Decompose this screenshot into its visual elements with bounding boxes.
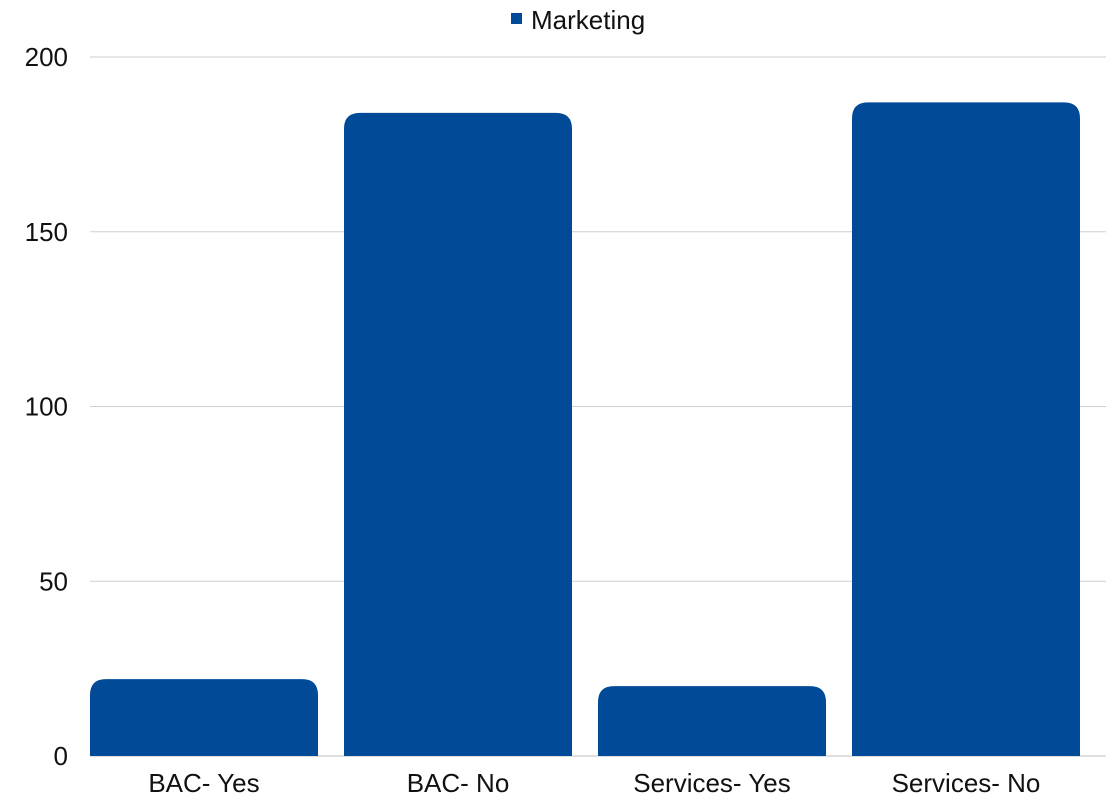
legend-swatch-marketing	[511, 13, 522, 24]
x-tick-label: Services- Yes	[633, 768, 791, 798]
x-tick-label: BAC- Yes	[148, 768, 259, 798]
bars	[90, 102, 1080, 757]
y-tick-label: 200	[25, 42, 68, 72]
y-tick-label: 0	[54, 741, 68, 771]
x-tick-label: BAC- No	[407, 768, 510, 798]
bar-bac-no	[344, 112, 572, 757]
legend: Marketing	[511, 5, 645, 35]
x-axis-tick-labels: BAC- Yes BAC- No Services- Yes Services- No	[148, 768, 1040, 798]
x-tick-label: Services- No	[892, 768, 1041, 798]
y-tick-label: 150	[25, 217, 68, 247]
bar-services-no	[852, 102, 1080, 756]
bar-bac-yes	[90, 679, 318, 756]
legend-label-marketing: Marketing	[531, 5, 645, 35]
y-tick-label: 100	[25, 392, 68, 422]
y-tick-label: 50	[39, 566, 68, 596]
bar-services-yes	[598, 686, 826, 756]
y-axis-tick-labels: 0 50 100 150 200	[25, 42, 68, 771]
